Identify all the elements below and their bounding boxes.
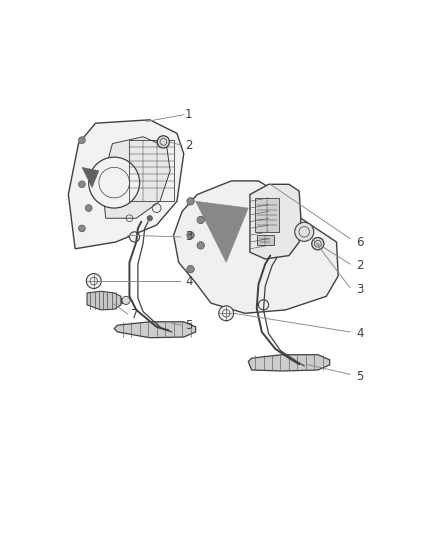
Circle shape	[187, 198, 194, 205]
Circle shape	[88, 157, 140, 208]
Circle shape	[78, 225, 85, 232]
Polygon shape	[87, 291, 121, 310]
Circle shape	[147, 215, 152, 221]
Text: 6: 6	[357, 236, 364, 248]
Circle shape	[295, 222, 314, 241]
Polygon shape	[250, 184, 301, 259]
Text: 4: 4	[185, 274, 193, 287]
Circle shape	[187, 265, 194, 273]
Circle shape	[78, 137, 85, 143]
Polygon shape	[196, 201, 248, 262]
Text: 3: 3	[357, 283, 364, 296]
Text: 2: 2	[357, 259, 364, 272]
Text: 2: 2	[185, 139, 193, 152]
Circle shape	[86, 273, 101, 288]
Polygon shape	[114, 322, 196, 338]
Polygon shape	[173, 181, 338, 313]
Polygon shape	[82, 167, 99, 188]
Polygon shape	[68, 120, 184, 249]
Circle shape	[258, 300, 268, 310]
Circle shape	[85, 205, 92, 212]
Polygon shape	[102, 137, 170, 218]
Text: 1: 1	[185, 108, 193, 121]
Polygon shape	[248, 354, 330, 371]
Text: 5: 5	[185, 319, 193, 332]
Circle shape	[187, 231, 194, 239]
Circle shape	[197, 216, 205, 224]
Polygon shape	[257, 235, 274, 245]
Circle shape	[130, 232, 140, 242]
Circle shape	[219, 306, 233, 321]
Text: 4: 4	[357, 327, 364, 340]
Circle shape	[122, 296, 130, 304]
Polygon shape	[121, 298, 128, 303]
Text: 7: 7	[131, 309, 138, 321]
Polygon shape	[255, 198, 279, 232]
Circle shape	[78, 181, 85, 188]
Circle shape	[312, 238, 324, 250]
Text: 5: 5	[357, 369, 364, 383]
Text: 3: 3	[185, 230, 193, 244]
Circle shape	[197, 241, 205, 249]
Circle shape	[157, 136, 170, 148]
